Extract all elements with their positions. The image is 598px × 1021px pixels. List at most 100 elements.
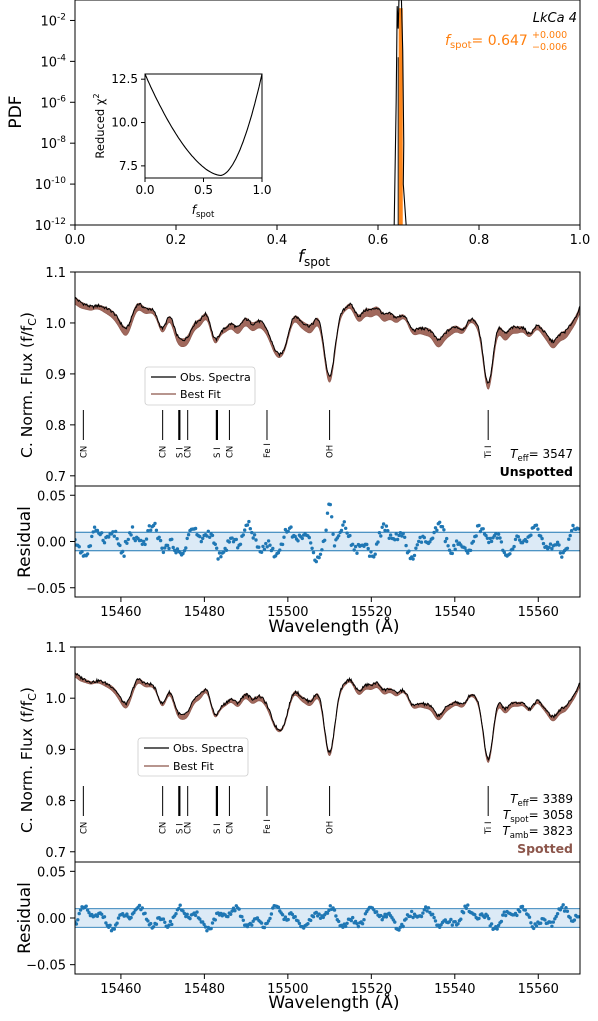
residual-point	[147, 524, 151, 528]
residual-point	[403, 535, 407, 539]
residual-point	[226, 914, 230, 919]
residual-point	[550, 924, 554, 928]
residual-point	[178, 903, 182, 907]
residual-xtick-label: 15480	[184, 982, 225, 997]
residual-point	[499, 919, 504, 924]
residual-point	[289, 525, 293, 529]
residual-xtick-label: 15540	[434, 982, 475, 997]
residual-point	[328, 502, 332, 507]
residual-point	[126, 537, 130, 542]
residual-point	[216, 557, 220, 561]
residual-point	[254, 538, 258, 542]
pdf-xtick-label: 0.2	[166, 233, 187, 248]
residual-point	[461, 911, 466, 915]
residual-point	[348, 533, 352, 538]
residual-point	[456, 922, 460, 926]
residual-point	[478, 529, 483, 534]
spotted-spectrum-panel: 0.70.80.91.01.1 CN CN S ICN S I CN Fe I OH Ti I…	[18, 641, 581, 863]
residual-point	[203, 925, 208, 929]
residual-point	[168, 919, 173, 924]
inset-background	[145, 74, 262, 178]
residual-point	[318, 552, 323, 556]
residual-point	[557, 543, 561, 547]
residual-point	[516, 535, 520, 539]
residual-point	[210, 921, 215, 925]
residual-point	[410, 909, 414, 914]
flux-ytick-label: 1.0	[45, 692, 66, 707]
residual-point	[95, 528, 100, 533]
residual-point	[487, 540, 491, 545]
residual-point	[453, 920, 457, 924]
residual-point	[576, 527, 580, 531]
residual-point	[431, 536, 435, 540]
residual-point	[314, 559, 318, 564]
residual-point	[534, 924, 539, 928]
flux-ytick-label: 0.9	[45, 743, 66, 758]
residual-point	[489, 539, 494, 544]
residual-point	[401, 924, 405, 929]
residual-point	[424, 905, 428, 909]
residual-point	[161, 550, 166, 555]
pdf-ylabel: PDF	[6, 95, 26, 128]
residual-point	[339, 528, 344, 533]
residual-xtick-label: 15520	[351, 605, 392, 620]
residual-point	[278, 548, 282, 552]
line-id-label: S I	[175, 447, 185, 458]
residual-point	[149, 528, 153, 532]
residual-point	[565, 546, 570, 550]
unspotted-teff: Teff= 3547	[510, 447, 573, 464]
residual-point	[518, 538, 522, 542]
residual-point	[388, 533, 393, 537]
residual-point	[369, 550, 373, 554]
residual-point	[349, 918, 353, 923]
residual-ytick-label: 0.05	[37, 489, 66, 504]
residual-point	[76, 918, 80, 922]
residual-point	[356, 924, 361, 929]
residual-point	[213, 918, 217, 922]
residual-point	[394, 532, 398, 536]
residual-point	[468, 548, 473, 553]
residual-ytick-label: −0.05	[26, 582, 66, 597]
spotted-wavelength-label: Wavelength (Å)	[268, 991, 399, 1013]
residual-point	[485, 536, 490, 540]
residual-point	[435, 528, 439, 532]
unspotted-label: Unspotted	[500, 464, 573, 479]
residual-point	[555, 540, 560, 544]
residual-point	[432, 915, 436, 920]
residual-xtick-label: 15480	[184, 605, 225, 620]
residual-point	[91, 530, 95, 534]
residual-point	[561, 903, 565, 907]
residual-point	[268, 916, 272, 921]
residual-point	[146, 919, 150, 923]
residual-point	[534, 523, 539, 527]
residual-point	[411, 915, 415, 920]
residual-point	[310, 546, 314, 550]
residual-ytick-label: 0.00	[37, 536, 66, 551]
line-id-label: Ti I	[484, 445, 494, 459]
residual-point	[193, 526, 198, 531]
flux-ytick-label: 1.1	[45, 641, 66, 656]
residual-point	[280, 542, 285, 547]
line-id-label: S I	[213, 823, 223, 834]
residual-point	[431, 912, 435, 916]
residual-point	[257, 545, 261, 549]
residual-point	[477, 523, 481, 528]
spotted-label: Spotted	[517, 841, 573, 856]
residual-point	[428, 540, 432, 544]
pdf-ytick-label: 10-6	[40, 94, 66, 111]
residual-point	[153, 521, 157, 526]
residual-ytick-label: −0.05	[26, 959, 66, 974]
residual-point	[571, 523, 575, 528]
residual-xtick-label: 15500	[267, 982, 308, 997]
residual-point	[165, 543, 170, 548]
residual-point	[171, 545, 175, 550]
residual-point	[384, 524, 389, 528]
residual-point	[442, 528, 446, 532]
residual-point	[205, 534, 209, 538]
residual-point	[345, 531, 349, 535]
residual-point	[133, 538, 137, 543]
residual-point	[264, 541, 268, 546]
residual-point	[151, 925, 156, 929]
residual-point	[484, 533, 488, 538]
inset-xtick-label: 1.0	[252, 183, 271, 197]
